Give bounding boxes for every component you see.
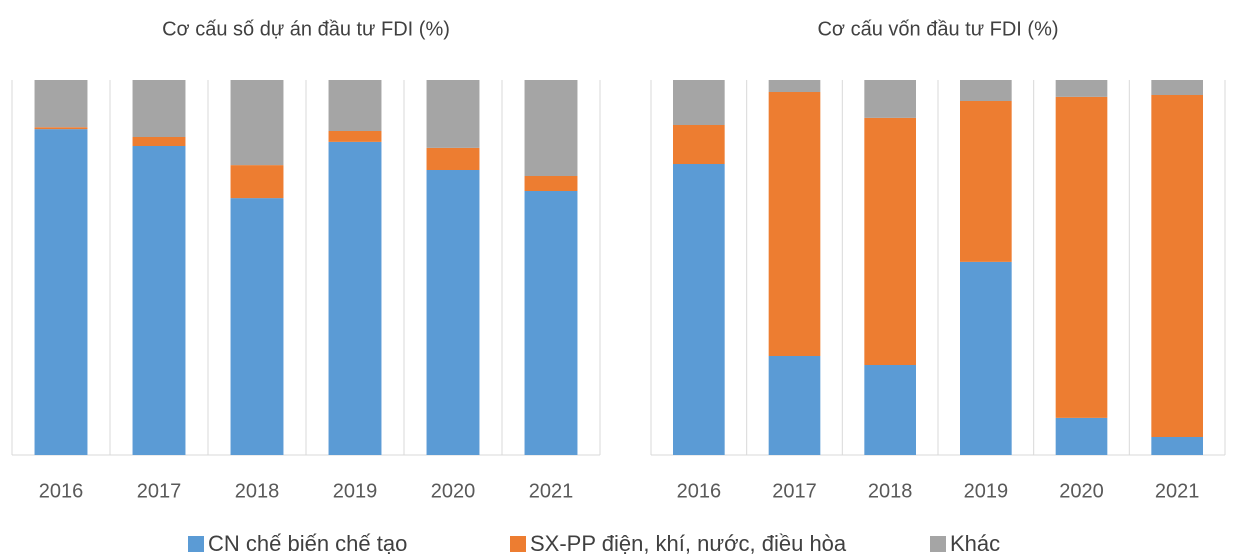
- bar-segment: [230, 198, 284, 455]
- bar-segment: [328, 131, 382, 142]
- chart-title: Cơ cấu vốn đầu tư FDI (%): [817, 18, 1058, 40]
- bar-segment: [426, 80, 480, 148]
- bar-segment: [426, 170, 480, 455]
- x-tick-label: 2018: [235, 480, 280, 502]
- bar-segment: [768, 92, 821, 356]
- x-tick-label: 2016: [39, 480, 84, 502]
- bar-segment: [230, 165, 284, 199]
- bar-segment: [328, 141, 382, 455]
- bar-segment: [1055, 96, 1108, 418]
- bar-segment: [1055, 80, 1108, 97]
- x-tick-label: 2017: [772, 480, 817, 502]
- legend-swatch: [510, 536, 526, 552]
- legend-label: SX-PP điện, khí, nước, điều hòa: [530, 531, 847, 556]
- x-tick-label: 2016: [677, 480, 722, 502]
- bar-segment: [768, 80, 821, 92]
- bar-segment: [960, 261, 1012, 455]
- x-tick-label: 2020: [1059, 480, 1104, 502]
- bar-segment: [132, 80, 186, 137]
- legend-label: Khác: [950, 531, 1000, 556]
- legend-swatch: [930, 536, 946, 552]
- bar-segment: [132, 137, 186, 146]
- x-tick-label: 2019: [333, 480, 378, 502]
- x-tick-label: 2018: [868, 480, 913, 502]
- x-tick-label: 2021: [529, 480, 574, 502]
- bar-segment: [524, 80, 578, 176]
- legend-swatch: [188, 536, 204, 552]
- bar-segment: [673, 125, 725, 164]
- bar-segment: [524, 176, 578, 191]
- bar-segment: [864, 117, 916, 365]
- bar-segment: [34, 127, 88, 130]
- bar-segment: [34, 80, 88, 128]
- bar-segment: [960, 101, 1012, 262]
- bar-segment: [1055, 417, 1108, 455]
- bar-segment: [230, 80, 284, 166]
- bar-segment: [673, 164, 725, 455]
- x-tick-label: 2017: [137, 480, 182, 502]
- x-tick-label: 2019: [964, 480, 1009, 502]
- bar-segment: [673, 80, 725, 125]
- bar-segment: [34, 129, 88, 455]
- legend-label: CN chế biến chế tạo: [208, 531, 407, 556]
- x-tick-label: 2021: [1155, 480, 1200, 502]
- bar-segment: [328, 80, 382, 131]
- bar-segment: [1151, 80, 1203, 95]
- bar-segment: [768, 356, 821, 455]
- bar-segment: [960, 80, 1012, 101]
- bar-segment: [1151, 437, 1203, 455]
- bar-segment: [864, 80, 916, 118]
- bar-segment: [1151, 95, 1203, 437]
- x-tick-label: 2020: [431, 480, 476, 502]
- bar-segment: [132, 146, 186, 455]
- bar-segment: [864, 365, 916, 455]
- bar-segment: [426, 147, 480, 170]
- chart-title: Cơ cấu số dự án đầu tư FDI (%): [162, 18, 450, 40]
- bar-segment: [524, 191, 578, 455]
